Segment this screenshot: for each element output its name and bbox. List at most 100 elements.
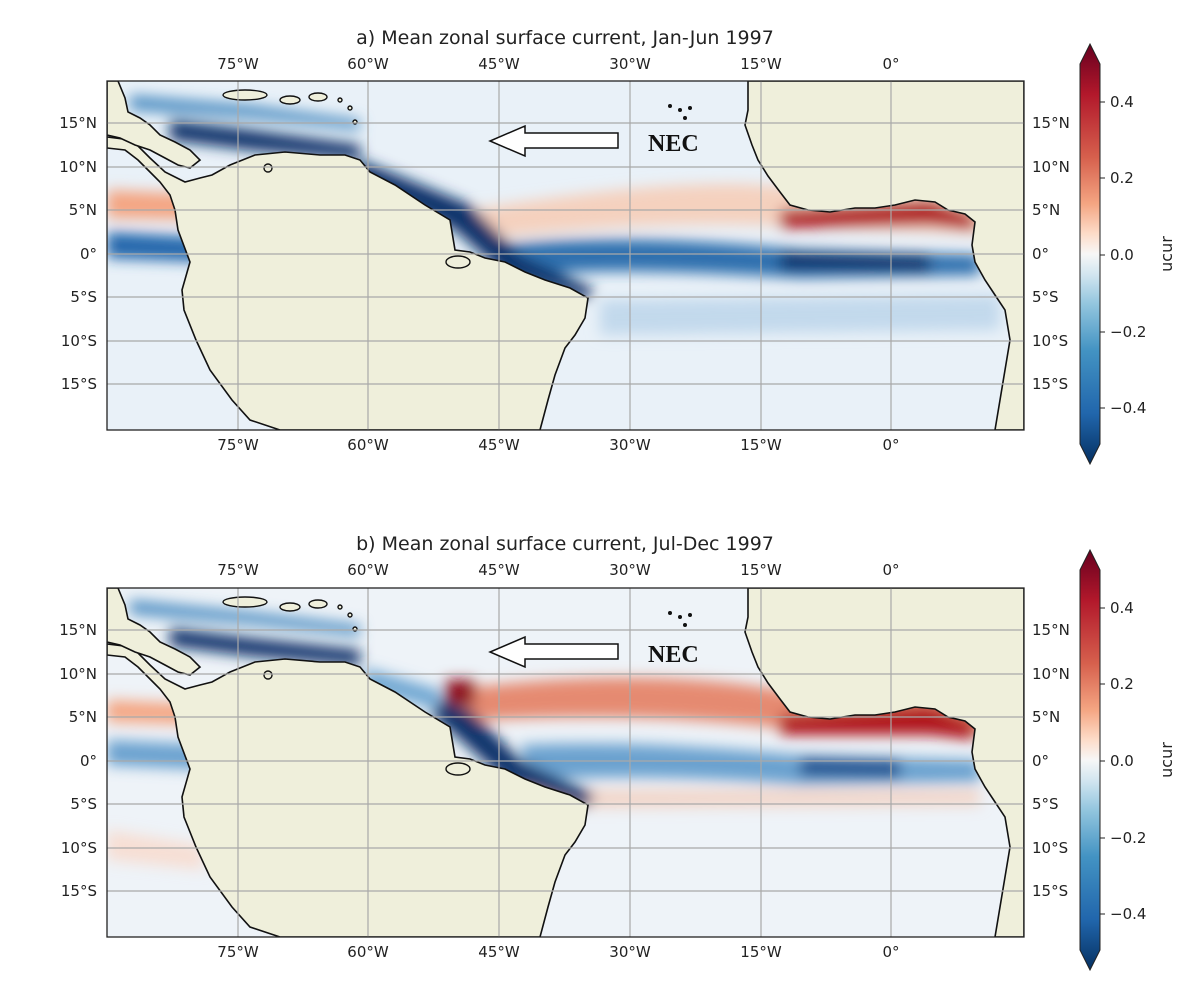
- x-tick: 60°W: [347, 55, 389, 73]
- colorbar-tick: −0.4: [1110, 905, 1146, 923]
- x-tick: 75°W: [217, 561, 259, 579]
- cape-verde-islands: [668, 611, 692, 627]
- nec-label: NEC: [648, 131, 699, 157]
- panel-b-nec-annotation: NEC: [488, 635, 699, 669]
- x-tick: 15°W: [740, 943, 782, 961]
- x-tick: 60°W: [347, 943, 389, 961]
- panel-a-title: a) Mean zonal surface current, Jan-Jun 1…: [356, 27, 774, 49]
- y-tick: 15°S: [61, 882, 97, 900]
- y-tick: 15°N: [1032, 621, 1070, 639]
- africa-land: [744, 81, 1024, 430]
- panel-a-left-ticks: 15°N 10°N 5°N 0° 5°S 10°S 15°S: [59, 114, 97, 393]
- colorbar-tick: 0.0: [1110, 752, 1134, 770]
- y-tick: 5°N: [1032, 201, 1060, 219]
- colorbar-bar: [1079, 42, 1101, 466]
- panel-a-nec-annotation: NEC: [488, 124, 699, 158]
- marajo-island: [445, 762, 471, 776]
- x-tick: 15°W: [740, 436, 782, 454]
- colorbar-tick: 0.0: [1110, 246, 1134, 264]
- y-tick: 5°N: [1032, 708, 1060, 726]
- caribbean-current: [170, 120, 360, 160]
- x-tick: 0°: [882, 55, 899, 73]
- y-tick: 10°N: [1032, 158, 1070, 176]
- caribbean-current: [170, 628, 360, 666]
- panel-b-title: b) Mean zonal surface current, Jul-Dec 1…: [356, 533, 774, 555]
- x-tick: 75°W: [217, 55, 259, 73]
- y-tick: 0°: [80, 245, 97, 263]
- y-tick: 15°S: [1032, 882, 1068, 900]
- y-tick: 0°: [1032, 245, 1049, 263]
- x-tick: 75°W: [217, 436, 259, 454]
- cape-verde-islands: [668, 104, 692, 120]
- y-tick: 10°N: [59, 158, 97, 176]
- colorbar-tick: 0.2: [1110, 675, 1134, 693]
- colorbar-tick: 0.4: [1110, 93, 1134, 111]
- colorbar-label: ucur: [1157, 236, 1176, 272]
- nbc-jet: [430, 700, 595, 808]
- current-field: [107, 600, 1000, 870]
- colorbar-tick: −0.4: [1110, 399, 1146, 417]
- x-tick: 45°W: [478, 943, 520, 961]
- colorbar-tick: 0.2: [1110, 169, 1134, 187]
- y-tick: 15°S: [61, 375, 97, 393]
- africa-land: [744, 588, 1024, 937]
- south-atlantic-flow: [600, 295, 1000, 335]
- nbc-jet: [355, 160, 595, 300]
- nec-arrow: [488, 124, 619, 158]
- panel-b: b) Mean zonal surface current, Jul-Dec 1…: [59, 533, 1176, 972]
- caribbean-upper: [130, 600, 360, 636]
- x-tick: 45°W: [478, 561, 520, 579]
- caribbean-upper: [130, 95, 360, 130]
- x-tick: 60°W: [347, 561, 389, 579]
- central-america-land: [107, 81, 202, 169]
- colorbar-tick: −0.2: [1110, 323, 1146, 341]
- colorbar-tick: 0.4: [1110, 599, 1134, 617]
- central-america-land: [107, 588, 202, 676]
- panel-b-left-ticks: 15°N 10°N 5°N 0° 5°S 10°S 15°S: [59, 621, 97, 900]
- y-tick: 15°N: [1032, 114, 1070, 132]
- y-tick: 10°S: [61, 332, 97, 350]
- panel-a-map: NEC: [107, 81, 1024, 430]
- guiana-flow: [365, 668, 440, 710]
- sec-core: [780, 252, 930, 272]
- panel-b-gridlines: [107, 588, 1024, 937]
- y-tick: 5°S: [1032, 795, 1059, 813]
- y-tick: 5°N: [69, 708, 97, 726]
- south-america-land: [107, 81, 589, 430]
- x-tick: 30°W: [609, 561, 651, 579]
- x-tick: 0°: [882, 436, 899, 454]
- nec-arrow: [488, 635, 619, 669]
- panel-b-right-ticks: 15°N 10°N 5°N 0° 5°S 10°S 15°S: [1032, 621, 1070, 900]
- x-tick: 45°W: [478, 55, 520, 73]
- sec-core: [800, 758, 900, 778]
- caribbean-islands: [222, 596, 358, 680]
- panel-b-colorbar: 0.4 0.2 0.0 −0.2 −0.4 ucur: [1079, 548, 1176, 972]
- x-tick: 30°W: [609, 55, 651, 73]
- x-tick: 30°W: [609, 943, 651, 961]
- y-tick: 10°N: [1032, 665, 1070, 683]
- nec-label: NEC: [648, 642, 699, 668]
- marajo-island: [445, 255, 471, 269]
- y-tick: 5°S: [70, 288, 97, 306]
- south-america-land: [107, 588, 589, 937]
- panel-b-frame: [106, 587, 1025, 938]
- y-tick: 10°N: [59, 665, 97, 683]
- x-tick: 0°: [882, 943, 899, 961]
- panel-a-right-ticks: 15°N 10°N 5°N 0° 5°S 10°S 15°S: [1032, 114, 1070, 393]
- y-tick: 5°S: [1032, 288, 1059, 306]
- necc-origin: [445, 680, 475, 705]
- x-tick: 75°W: [217, 943, 259, 961]
- x-tick: 15°W: [740, 561, 782, 579]
- panel-b-map: NEC: [107, 588, 1024, 937]
- y-tick: 5°N: [69, 201, 97, 219]
- panel-a-gridlines: [107, 81, 1024, 430]
- y-tick: 10°S: [1032, 839, 1068, 857]
- pacific-south-band: [107, 830, 205, 870]
- y-tick: 10°S: [61, 839, 97, 857]
- x-tick: 0°: [882, 561, 899, 579]
- panel-b-bottom-ticks: 75°W 60°W 45°W 30°W 15°W 0°: [217, 943, 899, 961]
- colorbar-label: ucur: [1157, 742, 1176, 778]
- x-tick: 60°W: [347, 436, 389, 454]
- x-tick: 30°W: [609, 436, 651, 454]
